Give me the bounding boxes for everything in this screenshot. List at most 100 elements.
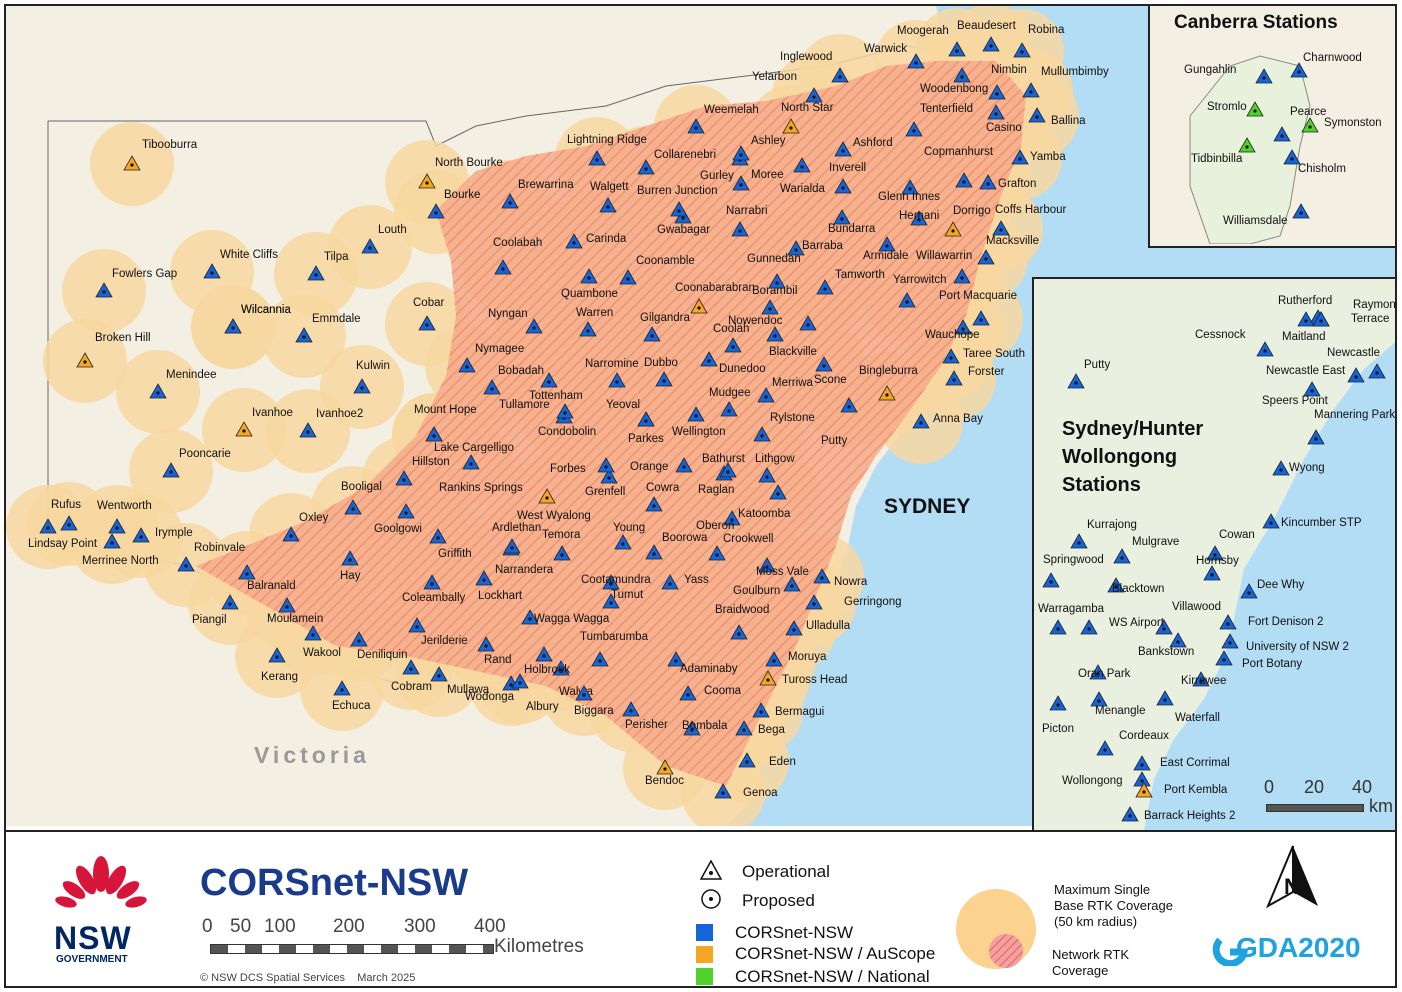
map-station-rufus[interactable]: Rufus	[51, 499, 81, 531]
map-station-katoomba[interactable]: Katoomba	[738, 484, 791, 520]
map-station-ashford[interactable]: Ashford	[834, 137, 893, 157]
map-station-emmdale[interactable]: Emmdale	[295, 313, 361, 343]
map-station-booligal[interactable]: Booligal	[341, 481, 382, 515]
map-station-ivanhoe2[interactable]: Ivanhoe2	[299, 408, 363, 438]
map-station-merriwa[interactable]: Merriwa	[757, 377, 813, 403]
map-station-ballina[interactable]: Ballina	[1028, 107, 1086, 127]
map-station-yeoval[interactable]: Yeoval	[606, 399, 655, 427]
map-station-kerang[interactable]: Kerang	[261, 647, 298, 683]
map-station-moogerah[interactable]: Moogerah	[897, 25, 966, 57]
sydney-station-wollongong[interactable]: Wollongong	[1062, 771, 1151, 787]
map-station-yass[interactable]: Yass	[661, 574, 709, 590]
sydney-station-menangle[interactable]: Menangle	[1090, 691, 1146, 717]
map-station-oxley[interactable]: Oxley	[282, 512, 329, 542]
canberra-station-symonston[interactable]: Symonston	[1301, 117, 1382, 133]
map-station-nowra[interactable]: Nowra	[813, 568, 868, 588]
sydney-station-cowan[interactable]: Cowan	[1206, 529, 1255, 561]
sydney-station-port-botany[interactable]: Port Botany	[1215, 650, 1302, 670]
map-station-coonabarabran[interactable]: Coonabarabran	[675, 282, 755, 314]
map-station-bingleburra[interactable]: Bingleburra	[859, 365, 918, 401]
sydney-station-picton[interactable]: Picton	[1042, 695, 1074, 735]
map-station-pooncarie[interactable]: Pooncarie	[162, 448, 231, 478]
map-station-temora[interactable]: Temora	[542, 529, 581, 561]
sydney-station-terrace[interactable]: Terrace	[1312, 311, 1389, 327]
map-station-lindsay-point[interactable]: Lindsay Point	[28, 518, 98, 550]
map-station-cobar[interactable]: Cobar	[413, 297, 444, 331]
map-station-cootamundra[interactable]: Cootamundra	[581, 574, 651, 590]
map-station-boorowa[interactable]: Boorowa	[645, 532, 708, 560]
map-station-cowra[interactable]: Cowra	[645, 482, 680, 512]
map-station-anna-bay[interactable]: Anna Bay	[912, 413, 983, 429]
map-station-brewarrina[interactable]: Brewarrina	[501, 179, 574, 209]
map-station-grafton[interactable]: Grafton	[979, 174, 1036, 190]
map-station-moree[interactable]: Moree	[732, 169, 784, 191]
map-station-piangil[interactable]: Piangil	[192, 594, 239, 626]
map-station-hillston[interactable]: Hillston	[395, 456, 450, 486]
map-station-beaudesert[interactable]: Beaudesert	[957, 20, 1017, 52]
map-station-moss-vale[interactable]: Moss Vale	[756, 566, 809, 592]
map-station-ashley[interactable]: Ashley	[732, 135, 786, 161]
sydney-station-port-kembla[interactable]: Port Kembla	[1135, 782, 1228, 798]
map-station-wilcannia[interactable]: Wilcannia	[224, 304, 291, 334]
map-station-nyngan[interactable]: Nyngan	[488, 308, 543, 334]
map-station-grenfell[interactable]: Grenfell	[585, 468, 625, 498]
map-station-gunnedah[interactable]: Gunnedah	[747, 253, 801, 289]
sydney-station-hornsby[interactable]: Hornsby	[1196, 555, 1239, 581]
map-station-hay[interactable]: Hay	[340, 550, 361, 582]
sydney-station-blacktown[interactable]: Blacktown	[1107, 577, 1164, 595]
map-station-yelarbon[interactable]: Yelarbon	[752, 71, 823, 103]
map-station-ulladulla[interactable]: Ulladulla	[785, 620, 851, 636]
map-station-balranald[interactable]: Balranald	[238, 564, 296, 592]
map-station-louth[interactable]: Louth	[361, 224, 407, 254]
map-station-bombala[interactable]: Bombala	[682, 720, 728, 736]
map-station-west-wyalong[interactable]: West Wyalong	[517, 488, 591, 522]
map-station-mullumbimby[interactable]: Mullumbimby	[1022, 66, 1109, 98]
map-station-hernani[interactable]: Hernani	[899, 210, 939, 226]
sydney-station-warragamba[interactable]: Warragamba	[1038, 603, 1105, 635]
map-station-wauchope[interactable]: Wauchope	[925, 319, 980, 341]
map-station-tilpa[interactable]: Tilpa	[307, 251, 349, 281]
map-station-bobadah[interactable]: Bobadah	[483, 365, 544, 395]
map-station-jerilderie[interactable]: Jerilderie	[408, 617, 468, 647]
map-station-taree-south[interactable]: Taree South	[942, 348, 1025, 364]
map-station-crookwell[interactable]: Crookwell	[708, 533, 774, 561]
sydney-station-mulgrave[interactable]: Mulgrave	[1113, 536, 1179, 564]
map-station-robinvale[interactable]: Robinvale	[177, 542, 245, 572]
map-station-tottenham[interactable]: Tottenham	[529, 372, 583, 402]
map-station-deniliquin[interactable]: Deniliquin	[350, 631, 408, 661]
map-station-tullamore[interactable]: Tullamore	[499, 399, 574, 419]
map-station-coffs-harbour[interactable]: Coffs Harbour	[992, 204, 1067, 236]
map-station-port-macquarie[interactable]: Port Macquarie	[939, 290, 1017, 326]
map-station-rylstone[interactable]: Rylstone	[753, 412, 815, 442]
sydney-station-dee-why[interactable]: Dee Why	[1240, 579, 1305, 599]
map-station-bermagui[interactable]: Bermagui	[752, 702, 824, 718]
map-station-lockhart[interactable]: Lockhart	[475, 570, 523, 602]
map-station-biggara[interactable]: Biggara	[574, 685, 614, 717]
sydney-station-fort-denison-2[interactable]: Fort Denison 2	[1219, 614, 1323, 630]
map-station-irymple[interactable]: Irymple	[132, 527, 193, 543]
map-station-cobram[interactable]: Cobram	[391, 659, 432, 693]
map-station-merrinee-north[interactable]: Merrinee North	[82, 533, 159, 567]
map-station-ardlethan[interactable]: Ardlethan	[492, 522, 541, 554]
sydney-station-newcastle[interactable]: Newcastle	[1327, 347, 1386, 379]
sydney-station-kincumber-stp[interactable]: Kincumber STP	[1262, 513, 1362, 529]
map-station-nowendoc[interactable]: Nowendoc	[728, 315, 817, 331]
sydney-station-kurrajong[interactable]: Kurrajong	[1070, 519, 1137, 549]
map-station-echuca[interactable]: Echuca	[332, 680, 371, 712]
map-station-yarrowitch[interactable]: Yarrowitch	[893, 274, 946, 308]
map-station-holbrook[interactable]: Holbrook	[524, 646, 570, 676]
map-station-walgett[interactable]: Walgett	[590, 181, 629, 213]
map-station-inverell[interactable]: Inverell	[829, 162, 866, 194]
canberra-station-williamsdale[interactable]: Williamsdale	[1223, 203, 1310, 227]
map-station-lithgow[interactable]: Lithgow	[755, 453, 795, 483]
map-station-warwick[interactable]: Warwick	[864, 43, 925, 69]
map-station-genoa[interactable]: Genoa	[714, 783, 778, 799]
map-station-dubbo[interactable]: Dubbo	[644, 357, 678, 387]
map-station-young[interactable]: Young	[613, 522, 645, 550]
map-station-narromine[interactable]: Narromine	[585, 358, 639, 388]
sydney-station-mannering-park[interactable]: Mannering Park	[1307, 409, 1395, 445]
map-station-albury[interactable]: Albury	[511, 673, 559, 713]
map-station-coolabah[interactable]: Coolabah	[493, 237, 542, 275]
map-station-rankins-springs[interactable]: Rankins Springs	[439, 454, 523, 494]
sydney-station-barrack-heights-2[interactable]: Barrack Heights 2	[1121, 806, 1235, 822]
